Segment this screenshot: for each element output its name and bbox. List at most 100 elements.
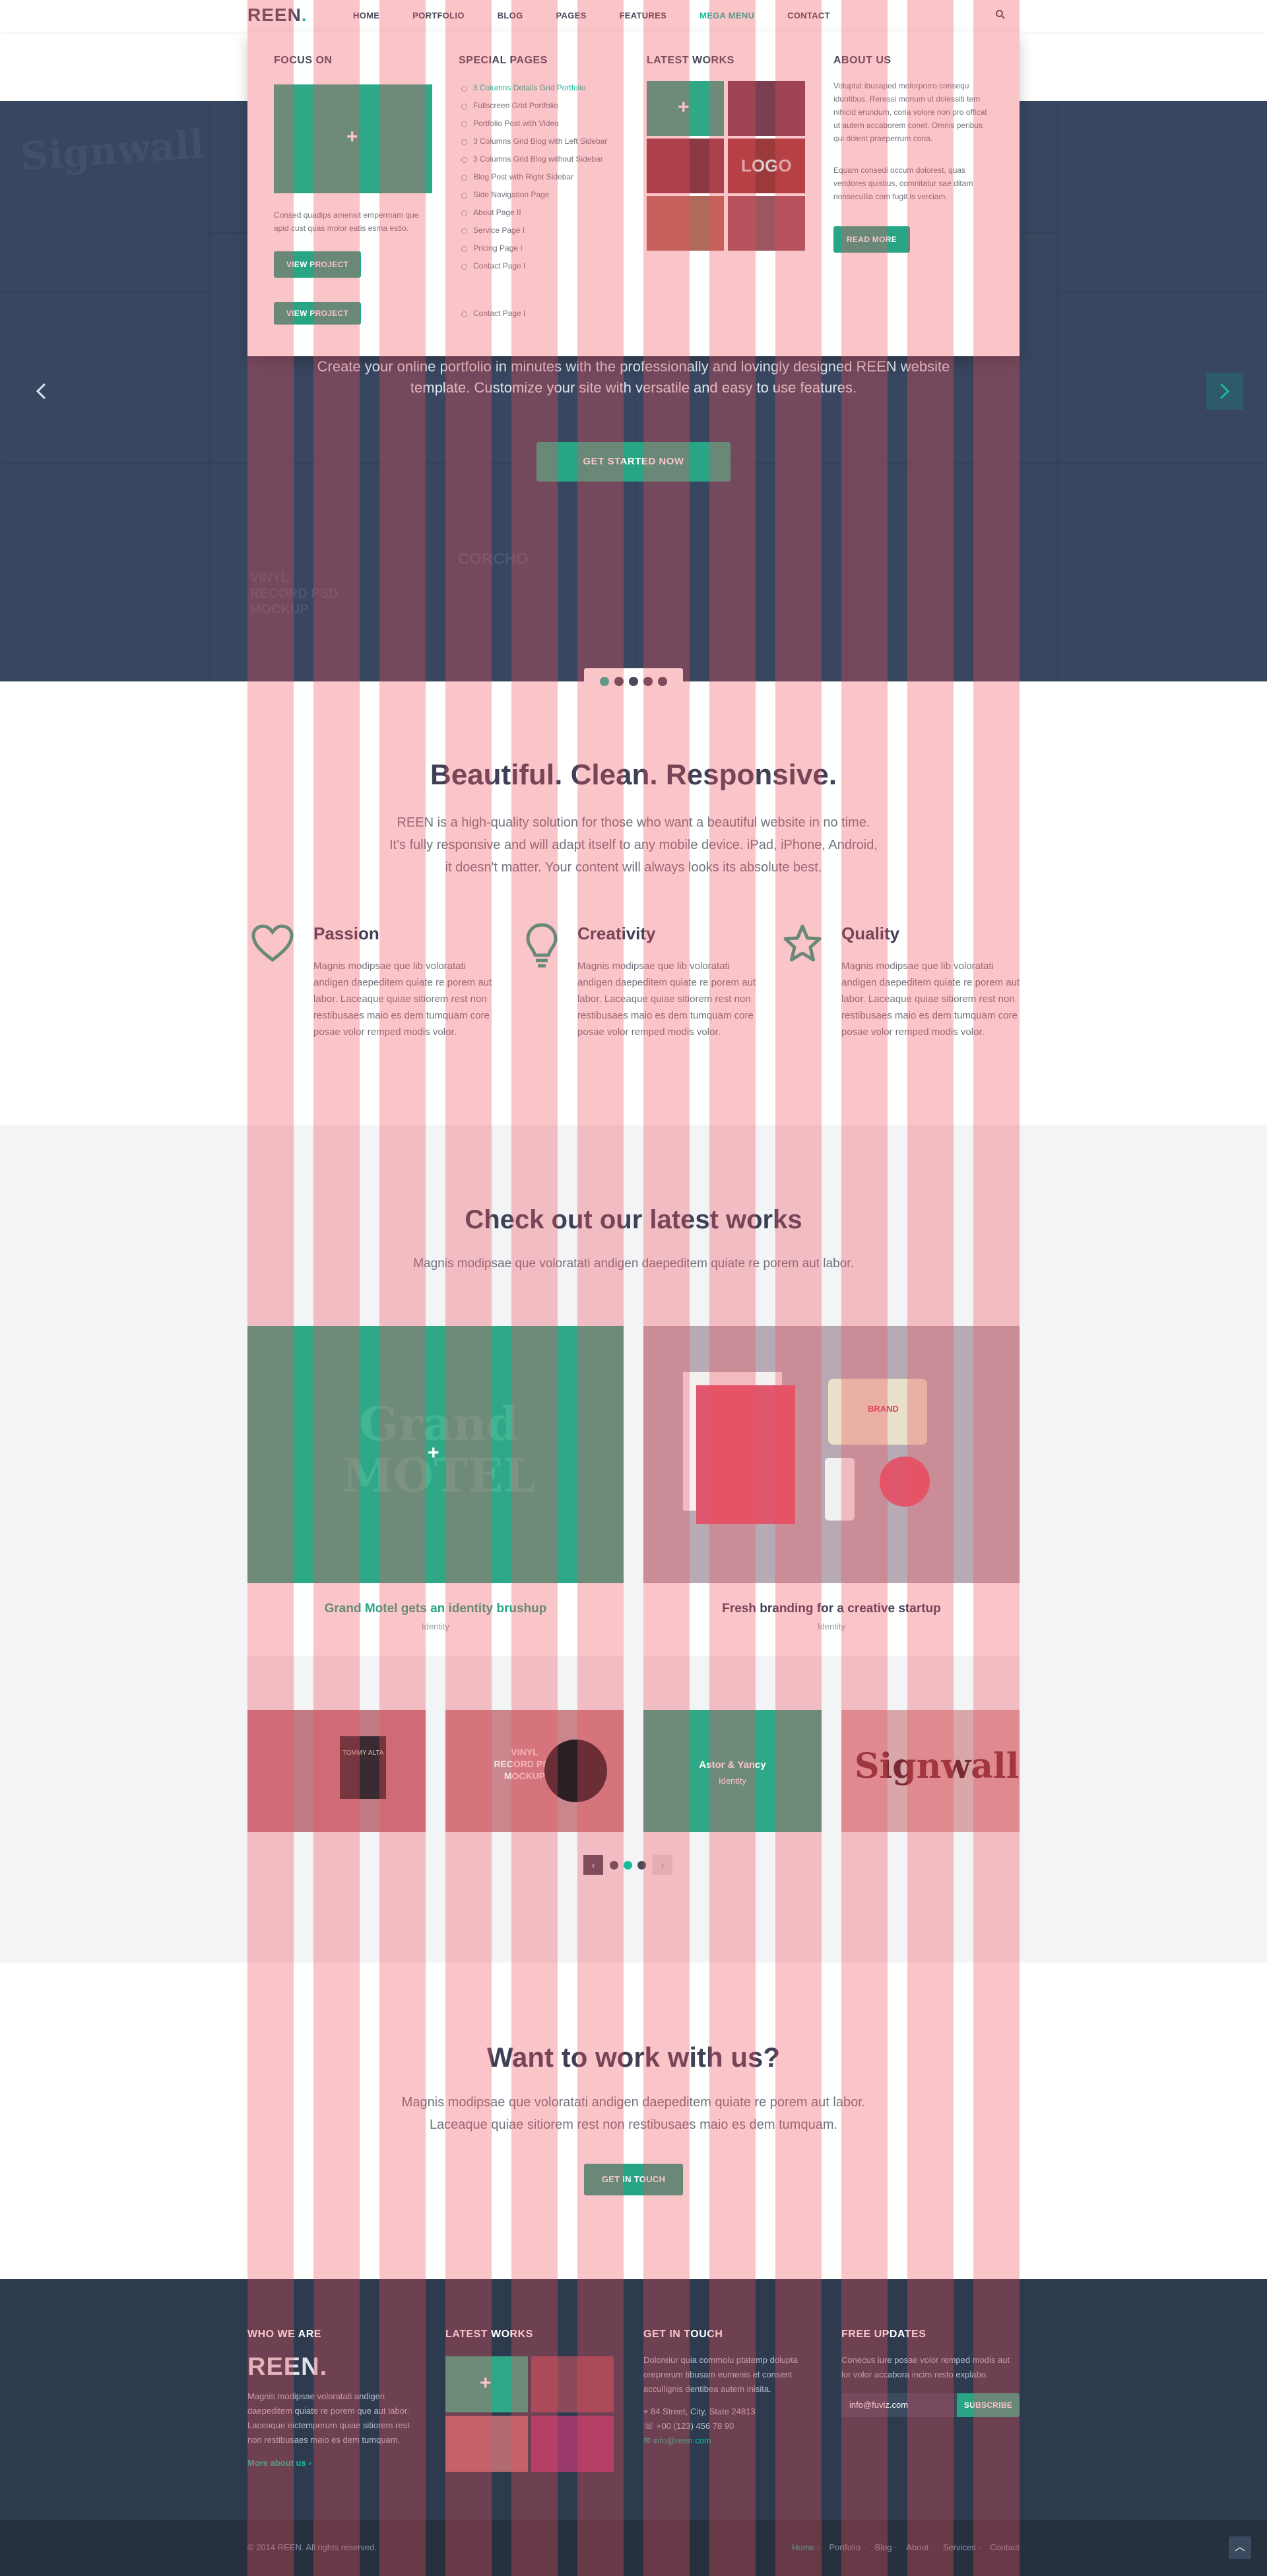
special-page-link[interactable]: 3 Columns Grid Blog without Sidebar [459,150,607,168]
phone-line: ☏ +00 (123) 456 78 90 [643,2421,734,2431]
nav-features[interactable]: FEATURES [619,11,667,20]
email-link[interactable]: ✉ info@reen.com [643,2435,711,2445]
slider-dot[interactable] [643,677,653,686]
logo[interactable]: REEN. [247,5,308,25]
footer-link-about[interactable]: About [906,2542,929,2552]
nav-blog[interactable]: BLOG [497,11,523,20]
slider-dot[interactable] [629,677,638,686]
pager-dot[interactable] [637,1860,646,1869]
latest-work-thumb[interactable]: LOGO [728,139,805,193]
intro-title: Beautiful. Clean. Responsive. [430,759,837,791]
work-card-caption[interactable]: Fresh branding for a creative startup Id… [643,1583,1020,1656]
search-icon[interactable] [995,9,1006,20]
slider-dot[interactable] [614,677,624,686]
plus-icon: + [428,1442,439,1464]
focus-text: Consed quadips amensit empermam que apid… [274,210,419,233]
slider-prev-button[interactable] [22,373,59,410]
latest-work-thumb[interactable] [728,196,805,251]
nav-mega-menu[interactable]: MEGA MENU [699,11,755,20]
special-page-link[interactable]: Contact Page I [459,257,607,275]
footer-work-thumb[interactable] [531,2356,614,2412]
footer-text: Conecus iure posae volor remped modis au… [841,2355,1010,2379]
plus-icon: + [480,2372,492,2394]
special-page-link[interactable]: Portfolio Post with Video [459,115,607,133]
special-page-link[interactable]: Contact Page I [459,305,607,323]
work-thumb[interactable]: Signwall [841,1710,1020,1832]
pager-dot[interactable] [610,1860,618,1869]
view-project-button[interactable]: VIEW PROJECT [274,302,361,325]
latest-work-thumb[interactable] [728,81,805,136]
slider-dots [584,668,683,695]
nav-portfolio[interactable]: PORTFOLIO [412,11,465,20]
special-page-link[interactable]: 3 Columns Details Grid Portfolio [459,79,607,97]
latest-work-thumb[interactable]: + [647,81,724,136]
footer-heading: FREE UPDATES [841,2329,926,2340]
latest-work-thumb[interactable] [647,139,724,193]
plus-icon: + [678,96,690,118]
nav-pages[interactable]: PAGES [556,11,587,20]
main-nav: HOME PORTFOLIO BLOG PAGES FEATURES MEGA … [353,0,863,32]
arrow-up-icon[interactable]: ︿ [1229,2536,1251,2559]
slider-next-button[interactable] [1206,373,1243,410]
footer-bottom-bar [0,2520,1267,2576]
footer-work-thumb[interactable]: + [445,2356,528,2412]
view-project-button[interactable]: VIEW PROJECT [274,251,361,278]
work-card-image[interactable]: Grand MOTEL + [247,1326,624,1583]
footer-link-services[interactable]: Services [942,2542,976,2552]
slider-dot[interactable] [600,677,609,686]
chevron-right-icon [1219,383,1230,400]
newsletter-email-input[interactable]: info@fuviz.com [841,2393,957,2417]
slider-dot[interactable] [658,677,667,686]
special-pages-list: 3 Columns Details Grid Portfolio Fullscr… [459,79,607,323]
works-text: Magnis modipsae que voloratati andigen d… [413,1257,854,1271]
footer-link-blog[interactable]: Blog [874,2542,892,2552]
pager-next-button[interactable]: › [653,1855,672,1875]
special-page-link[interactable]: Fullscreen Grid Portfolio [459,97,607,115]
feature-title: Creativity [577,924,656,943]
footer-work-thumb[interactable] [445,2416,528,2472]
subscribe-button[interactable]: SUBSCRIBE [957,2393,1020,2417]
intro-text: REEN is a high-quality solution for thos… [389,815,878,875]
site-footer [0,2279,1267,2520]
focus-heading: FOCUS ON [274,55,333,66]
mail-icon: ✉ [643,2435,651,2445]
site-header: REEN. HOME PORTFOLIO BLOG PAGES FEATURES… [0,0,1267,32]
hero-subtitle: Create your online portfolio in minutes … [317,358,950,396]
cta-title: Want to work with us? [486,2042,781,2073]
about-us-heading: ABOUT US [833,55,892,66]
footer-link-contact[interactable]: Contact [990,2542,1020,2552]
latest-work-thumb[interactable] [647,196,724,251]
footer-text: Doloreiur quia commolu ptatemp dolupta o… [643,2355,798,2394]
footer-logo: REEN. [247,2353,328,2381]
read-more-button[interactable]: READ MORE [833,226,910,253]
works-title: Check out our latest works [465,1205,802,1234]
copyright: © 2014 REEN. All rights reserved. [247,2542,377,2552]
get-in-touch-button[interactable]: GET IN TOUCH [584,2164,683,2195]
special-page-link[interactable]: Service Page I [459,222,607,239]
special-pages-heading: SPECIAL PAGES [459,55,548,66]
get-started-button[interactable]: GET STARTED NOW [536,442,731,482]
focus-image[interactable]: + [274,84,432,193]
footer-link-home[interactable]: Home [792,2542,815,2552]
work-thumb[interactable]: VINYL RECORD PSD MOCKUP [445,1710,624,1832]
work-thumb[interactable]: TOMMY ALTA [247,1710,426,1832]
special-page-link[interactable]: 3 Columns Grid Blog with Left Sidebar [459,133,607,150]
work-card-image[interactable]: BRAND [643,1326,1020,1583]
nav-home[interactable]: HOME [353,11,380,20]
chevron-right-icon: › [308,2458,311,2468]
pager-prev-button[interactable]: ‹ [583,1855,603,1875]
chevron-left-icon [36,383,46,400]
work-thumb[interactable]: Astor & Yancy Identity [643,1710,822,1832]
special-page-link[interactable]: Side Navigation Page [459,186,607,204]
special-page-link[interactable]: About Page II [459,204,607,222]
footer-link-portfolio[interactable]: Portfolio [829,2542,861,2552]
plus-icon: + [346,126,358,148]
special-page-link[interactable]: Pricing Page I [459,239,607,257]
work-card-caption[interactable]: Grand Motel gets an identity brushup Ide… [247,1583,624,1656]
pager-dot[interactable] [624,1860,632,1869]
footer-work-thumb[interactable] [531,2416,614,2472]
special-page-link[interactable]: Blog Post with Right Sidebar [459,168,607,186]
more-about-link[interactable]: More about us › [247,2458,311,2468]
nav-contact[interactable]: CONTACT [787,11,830,20]
works-pager: ‹ › [583,1855,672,1875]
